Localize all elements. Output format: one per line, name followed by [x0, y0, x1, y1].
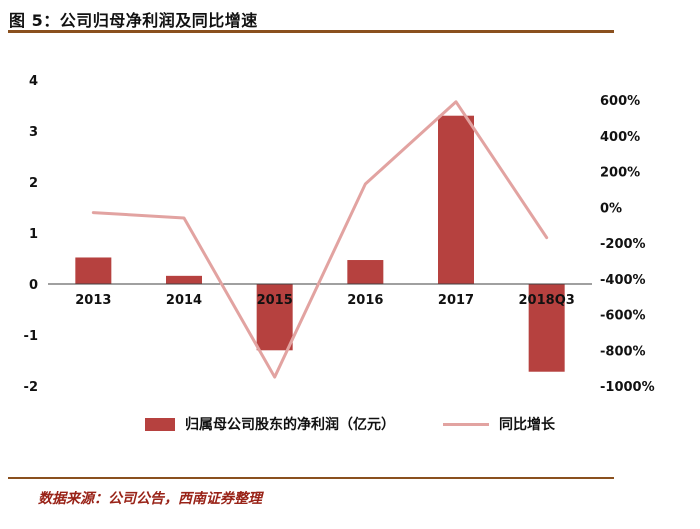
left-axis-tick-label: -1: [24, 329, 38, 344]
x-axis-category-label: 2016: [347, 293, 383, 308]
right-axis-tick-label: -600%: [600, 309, 646, 324]
net-profit-bar: [256, 284, 293, 351]
left-axis-tick-label: 2: [29, 176, 38, 191]
line-legend-swatch: [443, 422, 489, 426]
net-profit-bar: [166, 275, 202, 284]
title-rule: [8, 30, 614, 33]
x-axis-category-label: 2018Q3: [519, 293, 575, 308]
legend-item-line: 同比增长: [443, 414, 555, 434]
left-axis-tick-label: 1: [29, 227, 38, 242]
footer-rule: [8, 477, 614, 479]
right-axis-tick-label: -400%: [600, 273, 646, 288]
right-axis-tick-label: 200%: [600, 166, 640, 181]
net-profit-bar: [528, 284, 565, 372]
bar-legend-label: 归属母公司股东的净利润（亿元）: [185, 417, 395, 433]
right-axis-tick-label: -1000%: [600, 380, 655, 395]
source-note: 数据来源：公司公告，西南证券整理: [38, 491, 262, 507]
net-profit-bar: [438, 115, 474, 284]
net-profit-bar: [75, 257, 112, 284]
right-axis-tick-label: 400%: [600, 130, 640, 145]
left-axis-tick-label: -2: [24, 380, 38, 395]
x-axis-category-label: 2015: [257, 293, 293, 308]
legend-item-bar: 归属母公司股东的净利润（亿元）: [145, 414, 395, 434]
x-axis-category-label: 2014: [166, 293, 202, 308]
x-axis-category-label: 2013: [75, 293, 111, 308]
line-legend-label: 同比增长: [499, 417, 555, 433]
right-axis-tick-label: -800%: [600, 344, 646, 359]
right-axis-tick-label: 0%: [600, 201, 622, 216]
figure-title: 图 5：公司归母净利润及同比增速: [9, 11, 258, 30]
x-axis-category-label: 2017: [438, 293, 474, 308]
left-axis-tick-label: 4: [29, 74, 38, 89]
right-axis-tick-label: 600%: [600, 94, 640, 109]
chart-canvas: 4 3 2 1 0 -1 -2 600% 400% 200% 0% -200% -400% -600% -8…: [24, 74, 655, 395]
left-axis-tick-label: 0: [29, 278, 38, 293]
net-profit-bar: [347, 260, 384, 284]
left-axis-tick-label: 3: [29, 125, 38, 140]
right-axis-tick-label: -200%: [600, 237, 646, 252]
yoy-growth-line: [91, 100, 549, 379]
chart-legend: 归属母公司股东的净利润（亿元） 同比增长: [0, 414, 700, 434]
bar-legend-swatch: [145, 417, 175, 431]
